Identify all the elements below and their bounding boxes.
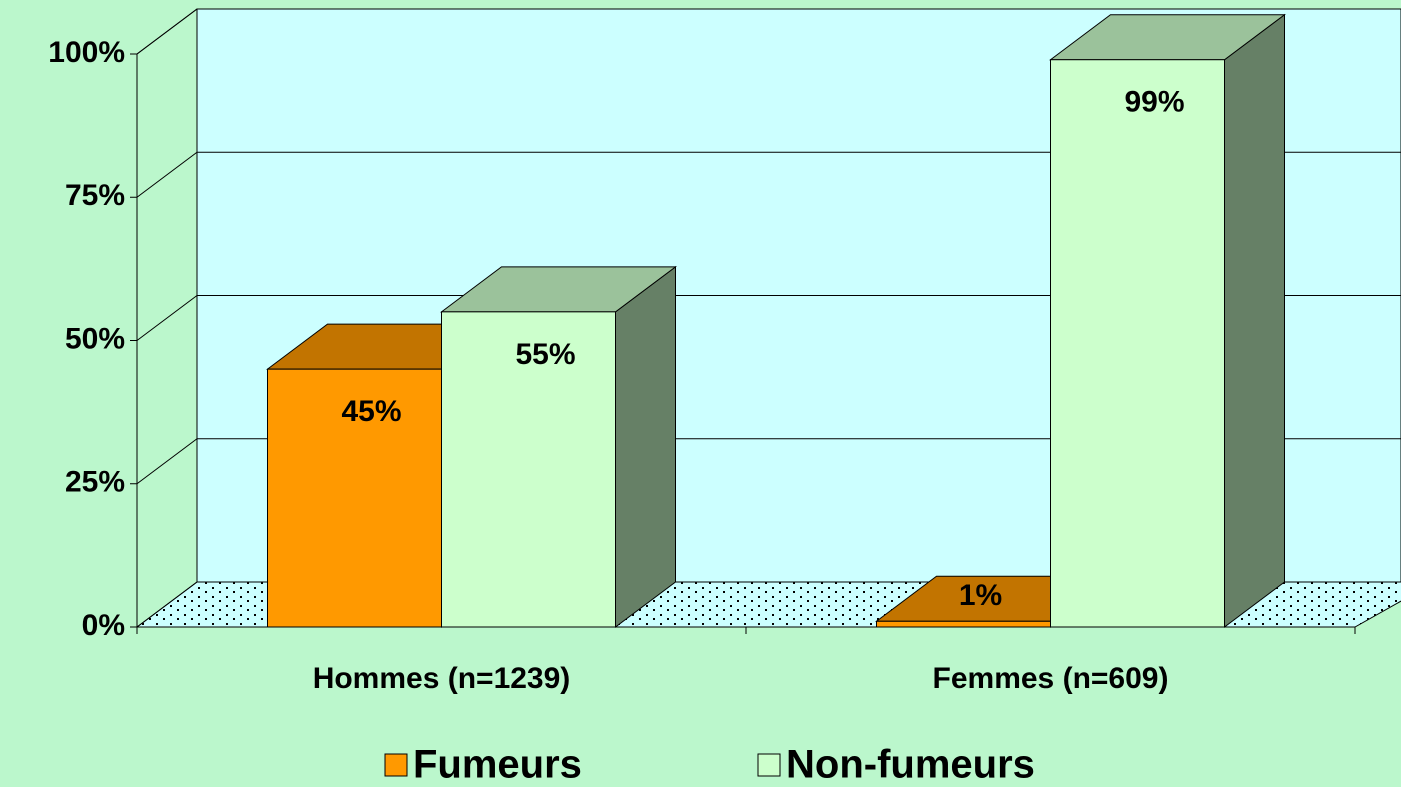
- x-tick-label: Hommes (n=1239): [313, 662, 571, 695]
- y-tick-label: 0%: [82, 609, 125, 642]
- bar-side: [1224, 13, 1285, 628]
- bar: [876, 620, 1051, 628]
- grid-line: [136, 438, 198, 485]
- legend-label: Non-fumeurs: [786, 743, 1035, 787]
- y-tick-label: 25%: [65, 466, 125, 499]
- y-tick-label: 100%: [48, 36, 125, 69]
- y-tick-label: 75%: [65, 179, 125, 212]
- grid-line: [136, 151, 198, 198]
- bar: [1050, 59, 1225, 628]
- legend-swatch: [757, 753, 781, 777]
- bar-side: [615, 265, 676, 628]
- data-label: 45%: [341, 395, 401, 428]
- data-label: 1%: [959, 579, 1002, 612]
- bar: [267, 368, 442, 628]
- grid-line: [136, 8, 198, 55]
- data-label: 55%: [515, 338, 575, 371]
- grid-line: [136, 581, 198, 628]
- data-label: 99%: [1124, 86, 1184, 119]
- grid-line: [136, 295, 198, 341]
- legend-label: Fumeurs: [413, 743, 582, 787]
- y-tick-label: 50%: [65, 322, 125, 355]
- legend-swatch: [384, 753, 408, 777]
- bar: [441, 311, 616, 628]
- x-tick-label: Femmes (n=609): [933, 662, 1169, 695]
